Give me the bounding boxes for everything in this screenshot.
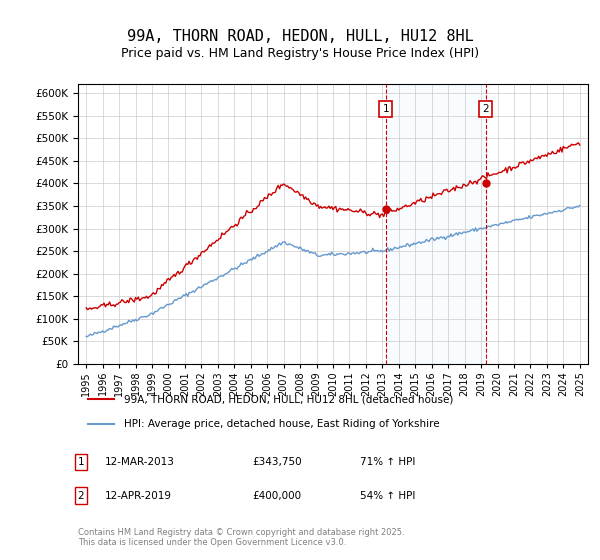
Text: Contains HM Land Registry data © Crown copyright and database right 2025.
This d: Contains HM Land Registry data © Crown c… (78, 528, 404, 547)
Text: 1: 1 (382, 104, 389, 114)
Text: £400,000: £400,000 (252, 491, 301, 501)
Text: 1: 1 (77, 457, 85, 467)
Text: 99A, THORN ROAD, HEDON, HULL, HU12 8HL: 99A, THORN ROAD, HEDON, HULL, HU12 8HL (127, 29, 473, 44)
Text: 2: 2 (482, 104, 489, 114)
Text: 12-APR-2019: 12-APR-2019 (105, 491, 172, 501)
Text: 2: 2 (77, 491, 85, 501)
Text: 54% ↑ HPI: 54% ↑ HPI (360, 491, 415, 501)
Text: HPI: Average price, detached house, East Riding of Yorkshire: HPI: Average price, detached house, East… (124, 419, 440, 429)
Text: £343,750: £343,750 (252, 457, 302, 467)
Text: 99A, THORN ROAD, HEDON, HULL, HU12 8HL (detached house): 99A, THORN ROAD, HEDON, HULL, HU12 8HL (… (124, 394, 453, 404)
Bar (386, 84, 485, 364)
Text: 12-MAR-2013: 12-MAR-2013 (105, 457, 175, 467)
Text: 71% ↑ HPI: 71% ↑ HPI (360, 457, 415, 467)
Text: Price paid vs. HM Land Registry's House Price Index (HPI): Price paid vs. HM Land Registry's House … (121, 46, 479, 60)
